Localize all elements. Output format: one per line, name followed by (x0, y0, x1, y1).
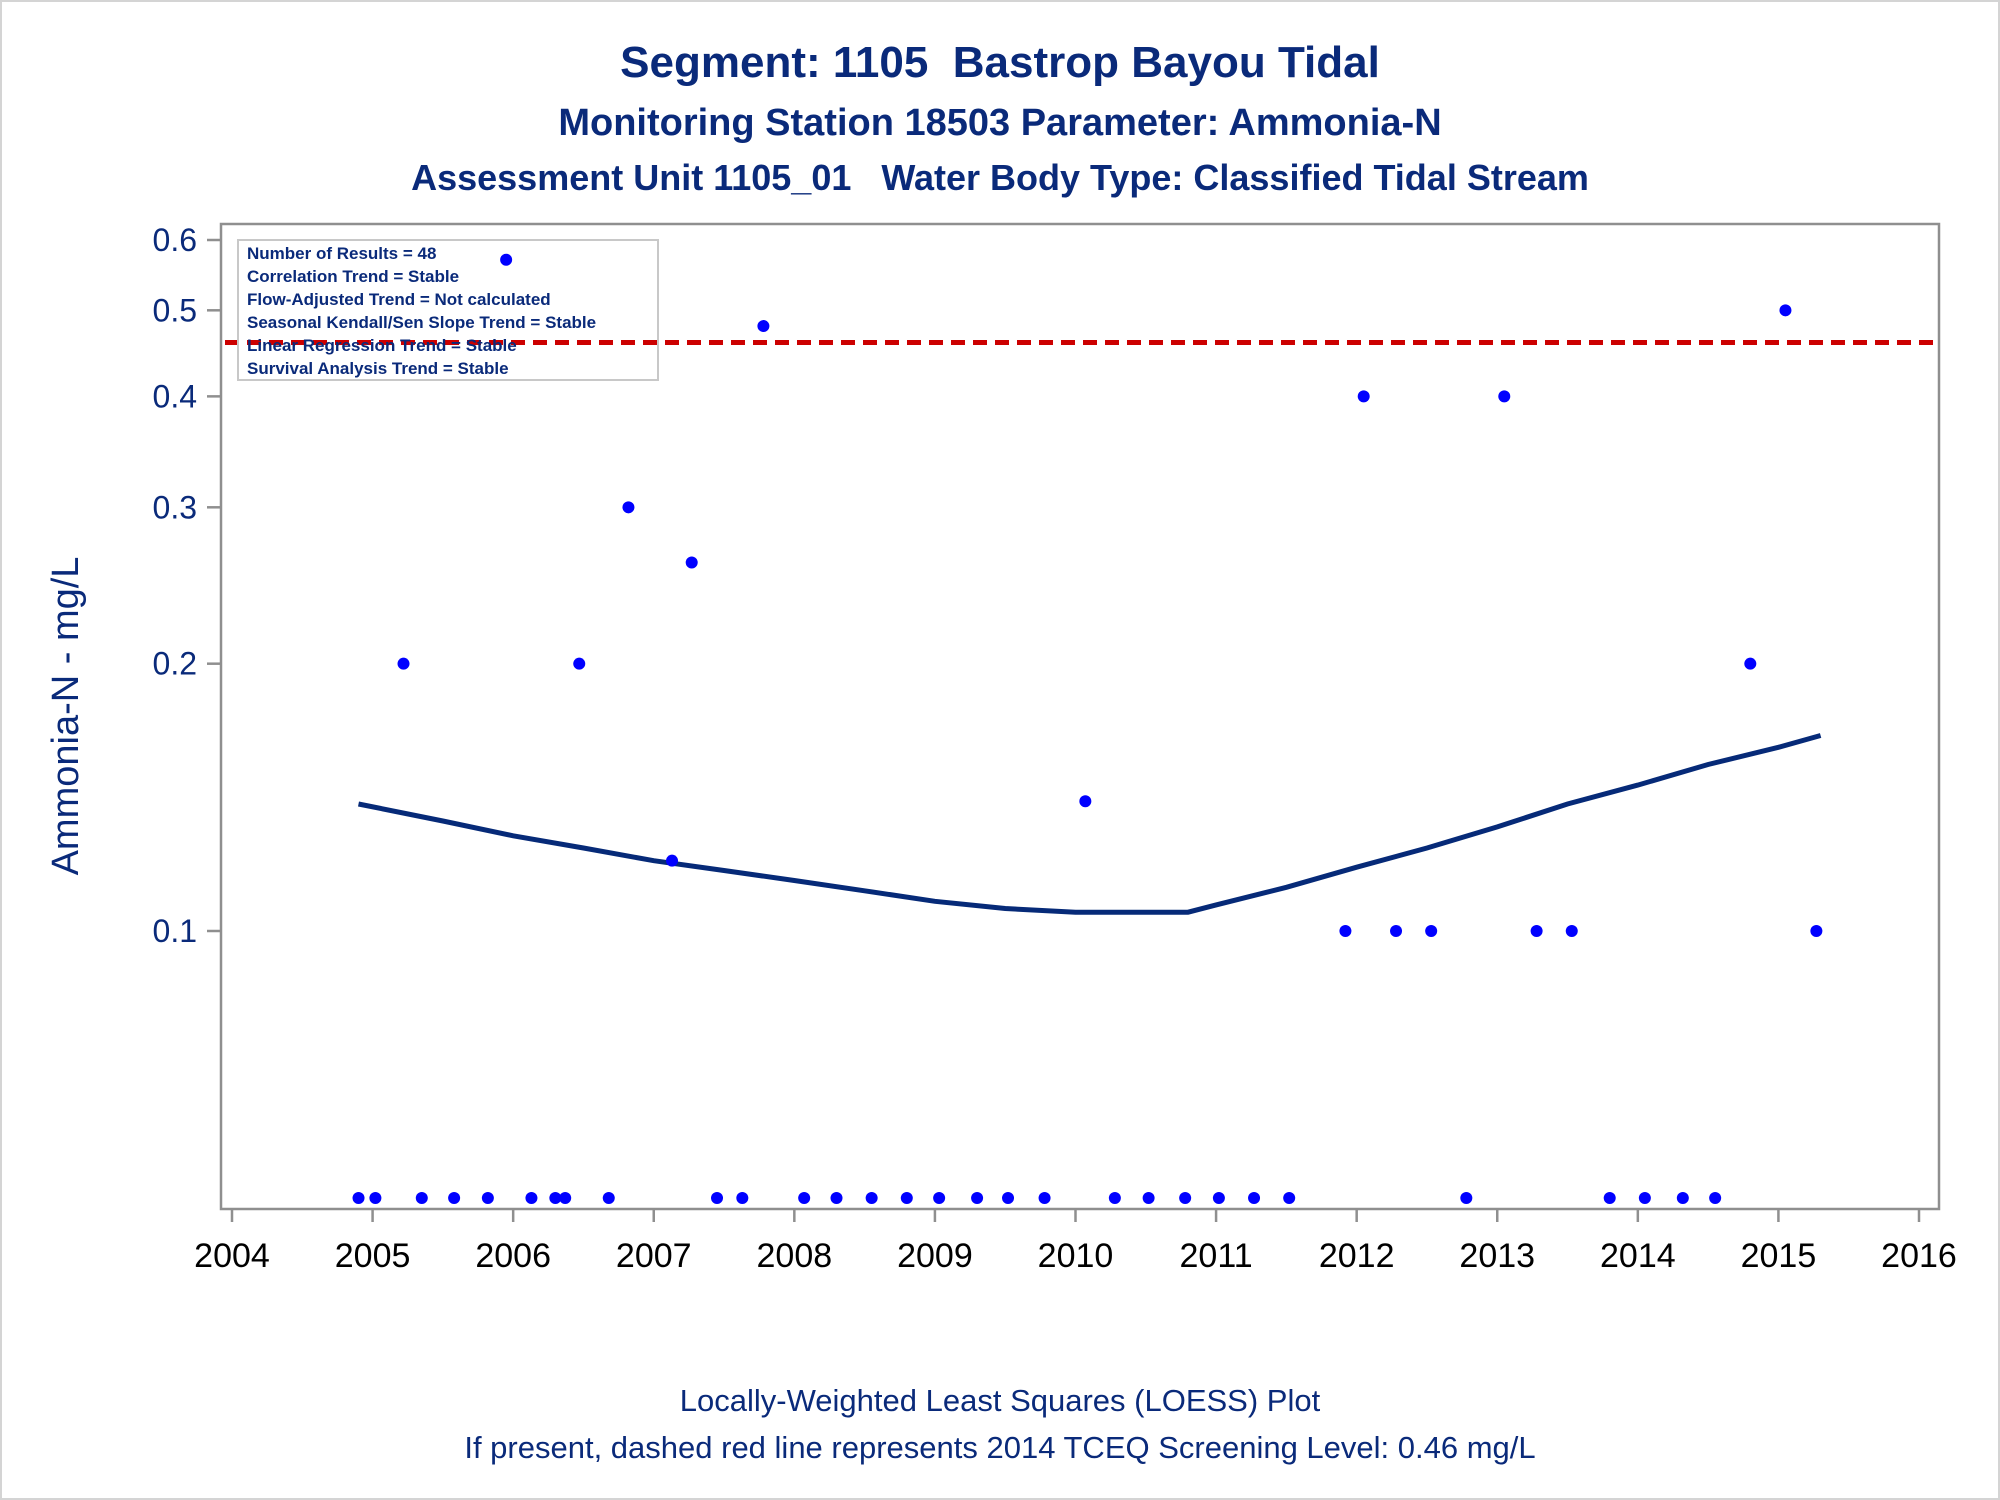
data-point (971, 1192, 984, 1204)
footnote-screening: If present, dashed red line represents 2… (464, 1430, 1536, 1465)
y-axis-label: Ammonia-N - mg/L (45, 557, 87, 876)
data-point (1038, 1192, 1051, 1204)
data-point (757, 320, 770, 333)
x-tick-label: 2013 (1459, 1237, 1535, 1275)
x-tick-label: 2014 (1600, 1237, 1676, 1275)
footnote-loess: Locally-Weighted Least Squares (LOESS) P… (679, 1383, 1321, 1418)
x-tick-label: 2015 (1741, 1237, 1817, 1275)
data-point (1709, 1192, 1722, 1204)
data-point (1810, 925, 1823, 937)
data-point (1565, 925, 1578, 937)
stats-line: Seasonal Kendall/Sen Slope Trend = Stabl… (247, 313, 596, 332)
stats-line: Correlation Trend = Stable (247, 267, 459, 286)
data-point (525, 1192, 538, 1204)
data-point (736, 1192, 749, 1204)
x-tick-label: 2012 (1319, 1237, 1395, 1275)
y-tick-label: 0.2 (153, 646, 197, 682)
stats-line: Survival Analysis Trend = Stable (247, 359, 509, 378)
data-point (573, 657, 586, 670)
data-point (448, 1192, 461, 1204)
data-point (1212, 1192, 1225, 1204)
chart-title: Segment: 1105 Bastrop Bayou Tidal (620, 38, 1380, 87)
x-tick-label: 2005 (335, 1237, 411, 1275)
data-point (1283, 1192, 1296, 1204)
y-tick-label: 0.5 (153, 292, 197, 328)
x-tick-label: 2011 (1180, 1237, 1253, 1275)
data-point (900, 1192, 913, 1204)
loess-trend-line (358, 733, 1822, 915)
stats-line: Linear Regression Trend = Stable (247, 336, 517, 355)
y-axis: 0.1 0.2 0.3 0.4 0.5 0.6 (153, 222, 221, 949)
data-point (1779, 304, 1792, 317)
data-point (865, 1192, 878, 1204)
data-points (352, 253, 1823, 1204)
chart-subtitle-assessment: Assessment Unit 1105_01 Water Body Type:… (411, 157, 1589, 198)
x-tick-label: 2007 (616, 1237, 692, 1275)
data-point (397, 657, 410, 670)
data-point (622, 501, 635, 514)
data-point (369, 1192, 382, 1204)
data-point (1079, 795, 1092, 808)
data-point (1460, 1192, 1473, 1204)
data-point (1744, 657, 1757, 670)
data-point (1339, 925, 1352, 937)
data-point (352, 1192, 365, 1204)
data-point (1108, 1192, 1121, 1204)
x-tick-label: 2006 (475, 1237, 551, 1275)
data-point (933, 1192, 946, 1204)
chart-subtitle-station: Monitoring Station 18503 Parameter: Ammo… (558, 102, 1442, 144)
data-point (830, 1192, 843, 1204)
data-point (1676, 1192, 1689, 1204)
stats-line: Flow-Adjusted Trend = Not calculated (247, 290, 551, 309)
data-point (1638, 1192, 1651, 1204)
y-tick-label: 0.3 (153, 489, 197, 525)
x-tick-label: 2004 (194, 1237, 270, 1275)
stats-line: Number of Results = 48 (247, 244, 436, 263)
y-tick-label: 0.4 (153, 378, 197, 414)
data-point (500, 253, 513, 266)
data-point (1390, 925, 1403, 937)
data-point (666, 854, 679, 867)
plot-area (219, 222, 1941, 1211)
x-tick-label: 2008 (757, 1237, 833, 1275)
data-point (1179, 1192, 1192, 1204)
data-point (1530, 925, 1543, 937)
x-tick-label: 2016 (1881, 1237, 1957, 1275)
data-point (685, 556, 698, 569)
data-point (415, 1192, 428, 1204)
y-tick-label: 0.6 (153, 222, 197, 258)
x-axis: 2004 2005 2006 2007 2008 2009 2010 2011 2012 2013… (194, 1209, 1957, 1275)
data-point (559, 1192, 572, 1204)
trend-stats-box: Number of Results = 48 Correlation Trend… (237, 239, 659, 381)
data-point (711, 1192, 724, 1204)
x-tick-label: 2010 (1038, 1237, 1114, 1275)
x-tick-label: 2009 (897, 1237, 973, 1275)
data-point (1002, 1192, 1015, 1204)
data-point (1248, 1192, 1261, 1204)
data-point (1498, 390, 1511, 403)
data-point (1357, 390, 1370, 403)
data-point (798, 1192, 811, 1204)
y-tick-label: 0.1 (153, 913, 197, 949)
data-point (602, 1192, 615, 1204)
data-point (1425, 925, 1438, 937)
data-point (549, 1192, 562, 1204)
data-point (1142, 1192, 1155, 1204)
data-point (1603, 1192, 1616, 1204)
data-point (481, 1192, 494, 1204)
stats-box-border (237, 239, 659, 381)
